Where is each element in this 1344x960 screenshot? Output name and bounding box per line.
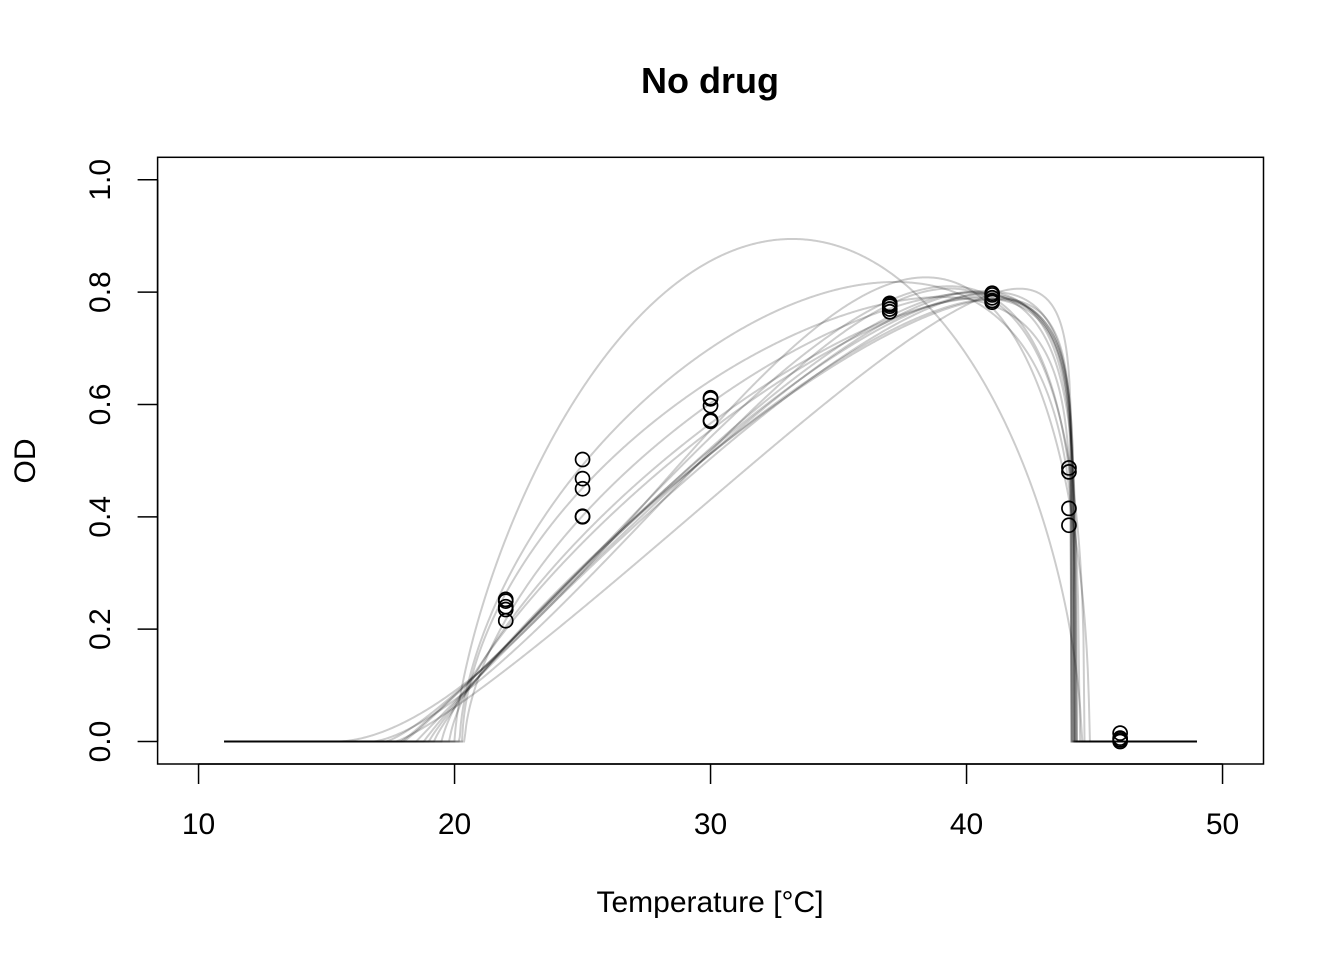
fit-curve-9 xyxy=(224,237,1197,743)
fit-curve-14 xyxy=(224,290,1197,743)
y-tick-label: 0.2 xyxy=(84,608,117,650)
fit-curve-7 xyxy=(224,285,1197,743)
y-tick-label: 1.0 xyxy=(84,159,117,201)
fit-curve-11 xyxy=(224,292,1197,743)
y-tick-label: 0.4 xyxy=(84,496,117,538)
y-tick-label: 0.6 xyxy=(84,384,117,426)
plot-frame xyxy=(156,156,1265,765)
x-tick-label: 10 xyxy=(182,808,215,841)
fit-curve-12 xyxy=(224,293,1197,743)
data-point xyxy=(702,397,719,414)
fit-curves xyxy=(224,237,1197,743)
data-point xyxy=(574,508,591,525)
data-point xyxy=(1061,500,1077,517)
y-tick-label: 0.0 xyxy=(84,721,117,763)
fit-curve-13 xyxy=(224,297,1197,743)
data-point xyxy=(1061,460,1077,476)
data-point xyxy=(574,451,591,468)
fit-curve-1 xyxy=(224,296,1197,743)
x-tick-label: 50 xyxy=(1206,808,1239,841)
x-tick-label: 40 xyxy=(950,808,983,841)
data-point xyxy=(574,480,591,497)
fit-curve-8 xyxy=(224,276,1197,743)
y-axis: 0.0 0.2 0.4 0.6 0.8 1.0 xyxy=(84,159,159,763)
y-tick-label: 0.8 xyxy=(84,271,117,313)
data-point xyxy=(1061,517,1077,534)
fit-curve-3 xyxy=(224,291,1197,743)
fit-curve-6 xyxy=(224,298,1197,743)
data-point xyxy=(1112,725,1128,741)
fit-curve-2 xyxy=(224,295,1197,743)
data-point xyxy=(497,591,514,608)
x-axis: 10 20 30 40 50 xyxy=(182,763,1239,841)
fit-curve-15 xyxy=(224,280,1197,743)
data-point xyxy=(702,389,719,406)
data-point xyxy=(1061,464,1077,480)
fit-curve-10 xyxy=(224,287,1197,743)
fit-curve-16 xyxy=(224,297,1197,743)
x-tick-label: 30 xyxy=(694,808,727,841)
y-axis-label: OD xyxy=(9,439,42,484)
data-point xyxy=(984,285,1000,302)
chart-title: No drug xyxy=(641,60,779,101)
x-axis-label: Temperature [°C] xyxy=(596,886,823,919)
data-point xyxy=(574,470,591,487)
fit-curve-4 xyxy=(224,287,1197,743)
data-point xyxy=(881,295,898,312)
x-tick-label: 20 xyxy=(438,808,471,841)
data-points xyxy=(497,285,1128,750)
fit-curve-5 xyxy=(224,290,1197,743)
data-point xyxy=(1112,730,1128,747)
data-point xyxy=(497,598,514,615)
